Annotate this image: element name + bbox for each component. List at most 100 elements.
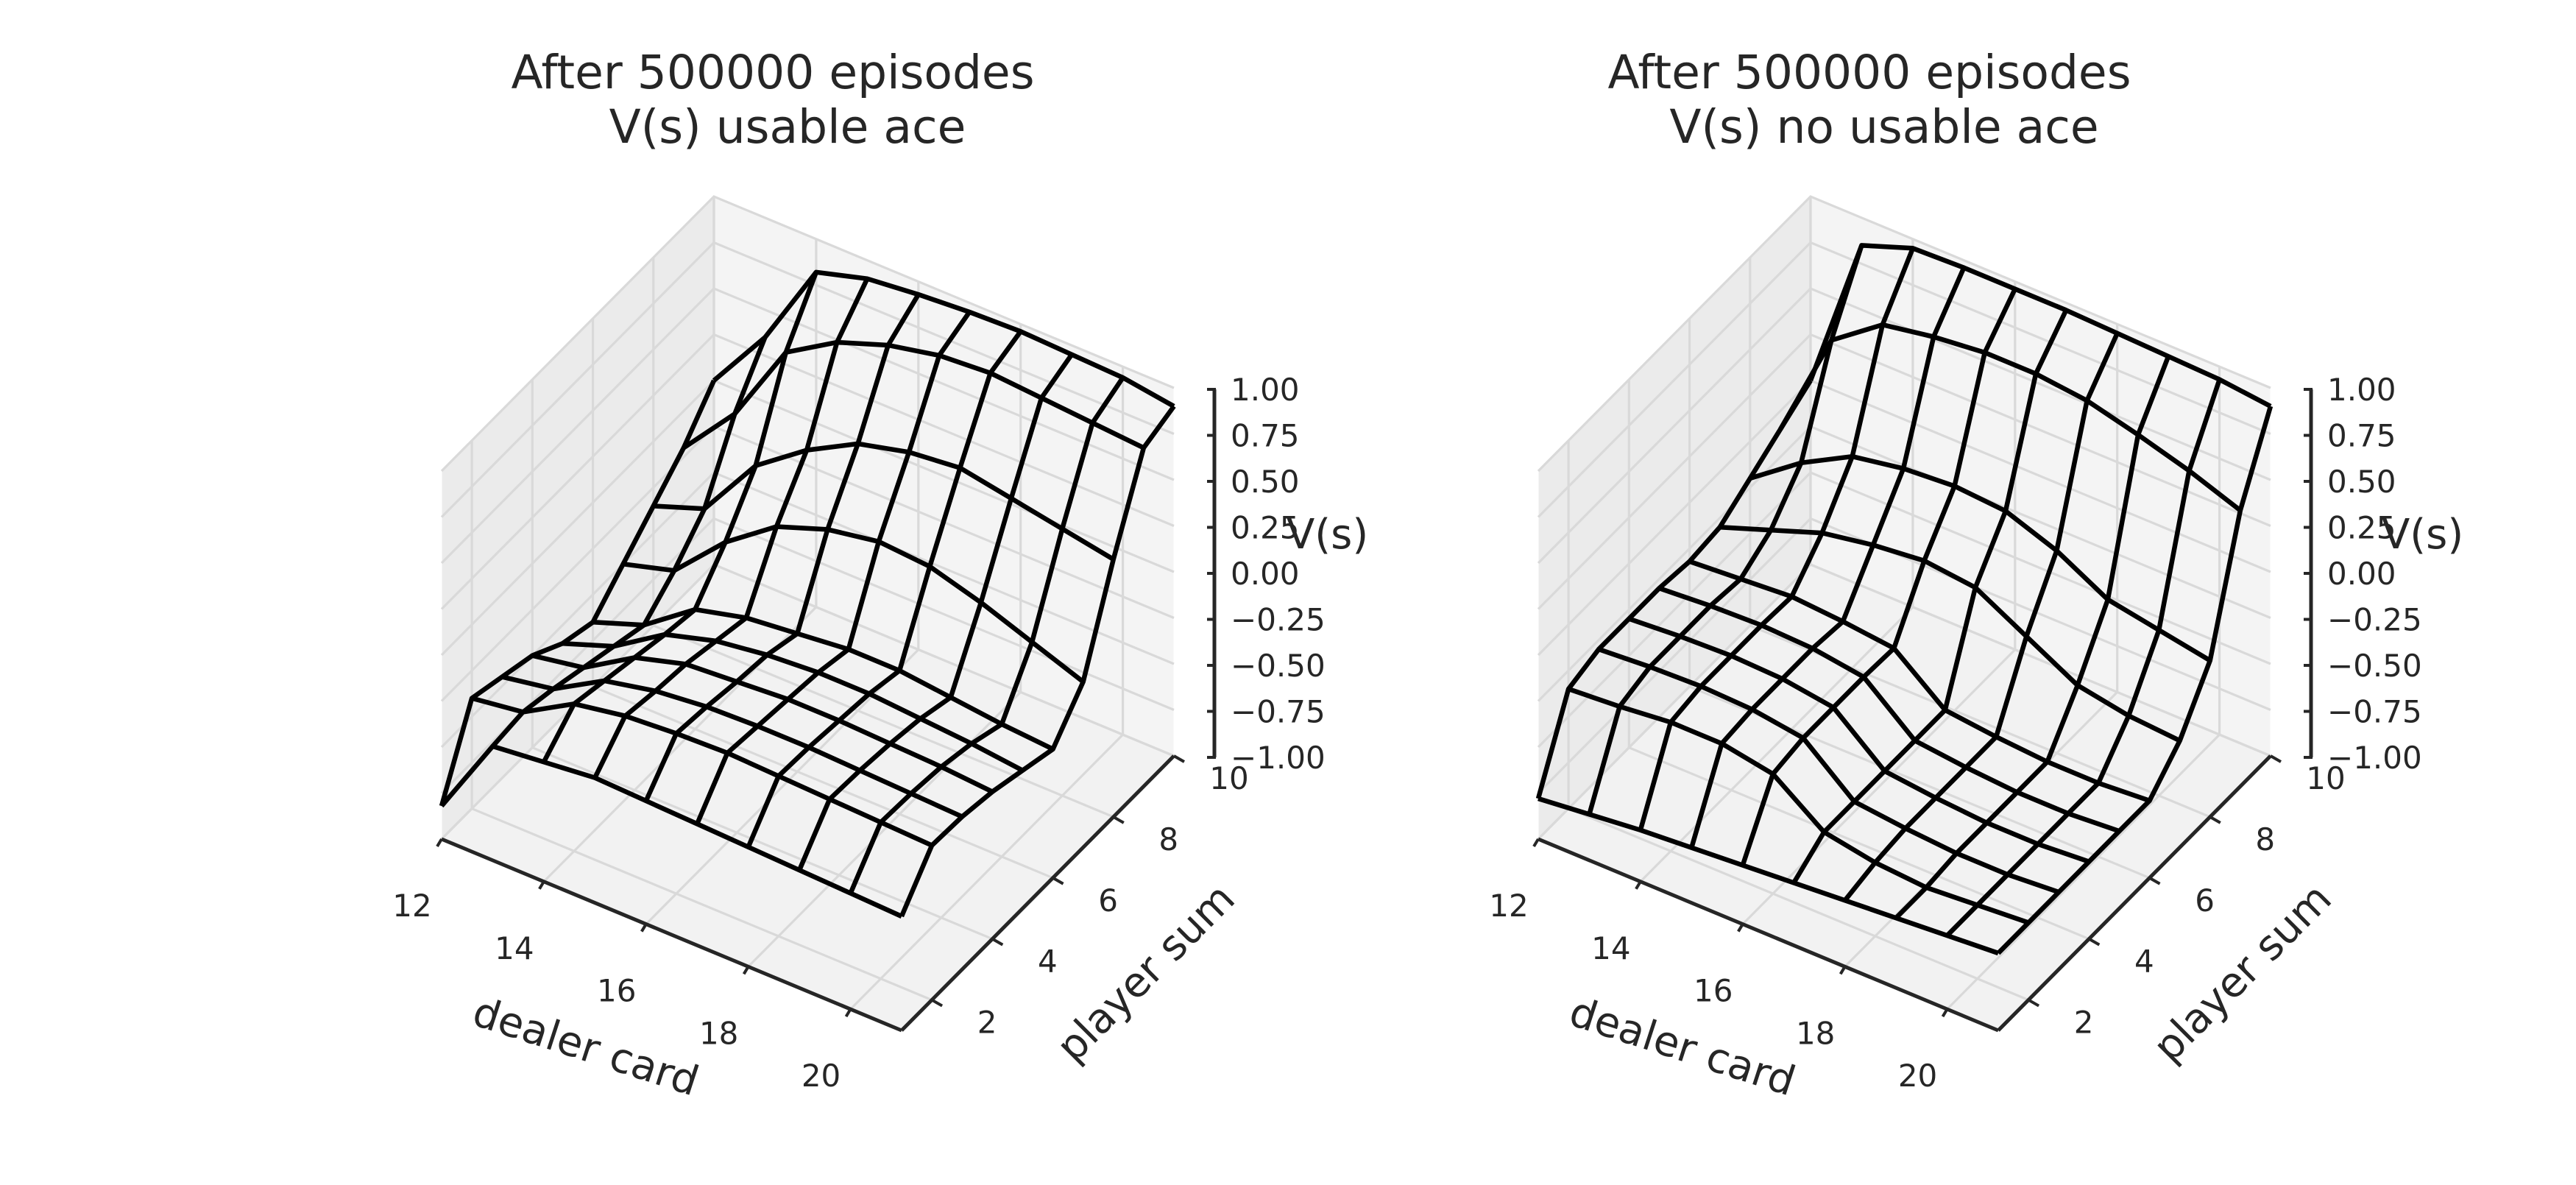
x-tick-mark bbox=[1941, 1008, 1949, 1018]
z-tick-label: −0.75 bbox=[2327, 694, 2422, 730]
wire-row bbox=[1658, 586, 2120, 834]
y-tick-mark bbox=[2209, 816, 2221, 824]
wire-row bbox=[682, 339, 1145, 450]
y-tick-label: 8 bbox=[2255, 821, 2275, 857]
wire-column bbox=[1894, 356, 2171, 920]
wireframe-surface bbox=[1535, 243, 2274, 956]
z-gridline bbox=[1537, 471, 2271, 749]
y-tick-mark bbox=[991, 937, 1004, 947]
x-axis-line bbox=[441, 837, 902, 1033]
wire-column bbox=[490, 336, 768, 749]
wire-row bbox=[501, 674, 963, 819]
z-tick-label: −0.25 bbox=[2327, 602, 2422, 638]
chart-title-line-1: After 500000 episodes bbox=[511, 46, 1034, 99]
y-tick-mark bbox=[931, 998, 944, 1008]
z-gridline bbox=[1537, 195, 2271, 473]
z-tick-label: −0.50 bbox=[1231, 648, 1326, 684]
wire-column bbox=[1791, 309, 2069, 885]
x-tick-label: 18 bbox=[699, 1015, 738, 1051]
y-tick-label: 10 bbox=[2306, 760, 2345, 796]
wire-column bbox=[1740, 288, 2017, 866]
x-tick-mark bbox=[1635, 880, 1642, 890]
y-tick-mark bbox=[1173, 754, 1185, 763]
y-tick-mark bbox=[2270, 754, 2282, 763]
z-tick-label: 1.00 bbox=[2327, 372, 2396, 408]
wire-column bbox=[899, 405, 1176, 918]
wire-column bbox=[797, 353, 1074, 871]
x-tick-mark bbox=[742, 966, 750, 975]
z-gridline bbox=[1537, 517, 2271, 794]
y-tick-mark bbox=[2088, 937, 2101, 947]
wire-column bbox=[1535, 379, 1813, 799]
x-axis-line bbox=[1538, 837, 1999, 1033]
z-tick-label: −1.00 bbox=[2327, 740, 2422, 776]
y-tick-mark bbox=[1052, 877, 1064, 885]
y-tick-label: 6 bbox=[1098, 882, 1118, 919]
x-tick-mark bbox=[538, 880, 545, 890]
tick-labels: 12 14 16 18 20 2 4 6 8 10 1.00 0.75 0.50 0.25 0.00 −0.2… bbox=[392, 372, 1325, 1094]
wire-row bbox=[439, 743, 903, 919]
wire-column bbox=[848, 376, 1125, 894]
x-tick-label: 16 bbox=[1694, 973, 1733, 1009]
z-tick-label: 1.00 bbox=[1231, 372, 1300, 408]
wire-row bbox=[1598, 647, 2060, 895]
z-tick-label: 0.50 bbox=[2327, 464, 2396, 500]
wire-row bbox=[1538, 796, 2000, 956]
x-tick-mark bbox=[1737, 923, 1744, 933]
wire-row bbox=[1808, 243, 2272, 408]
y-tick-mark bbox=[1112, 816, 1125, 824]
wire-row bbox=[712, 269, 1175, 408]
wire-column bbox=[643, 293, 921, 802]
z-tick-label: 0.50 bbox=[1231, 464, 1300, 500]
y-tick-label: 8 bbox=[1158, 821, 1178, 857]
wire-column bbox=[1638, 247, 1915, 831]
wire-row bbox=[1778, 322, 2242, 512]
y-tick-label: 10 bbox=[1209, 760, 1248, 796]
z-tick-label: −1.00 bbox=[1231, 740, 1326, 776]
wire-row bbox=[623, 524, 1085, 684]
wire-row bbox=[562, 632, 1024, 773]
wire-row bbox=[1719, 525, 2182, 743]
x-tick-label: 20 bbox=[1898, 1058, 1937, 1094]
z-gridline bbox=[440, 517, 1175, 794]
z-tick-label: −0.75 bbox=[1231, 694, 1326, 730]
wire-column bbox=[1587, 244, 1864, 816]
y-tick-label: 2 bbox=[2074, 1005, 2094, 1041]
y-tick-label: 2 bbox=[977, 1005, 997, 1041]
x-tick-label: 14 bbox=[495, 930, 534, 966]
z-gridline bbox=[1537, 287, 2271, 565]
y-tick-label: 4 bbox=[1038, 944, 1058, 980]
z-axis-label: V(s) bbox=[1287, 511, 1368, 559]
z-gridline bbox=[1537, 241, 2271, 518]
z-gridline bbox=[440, 287, 1175, 565]
z-gridline bbox=[1537, 563, 2271, 841]
x-tick-mark bbox=[640, 923, 648, 933]
x-tick-label: 14 bbox=[1591, 930, 1630, 966]
y-tick-mark bbox=[2148, 877, 2161, 885]
x-tick-mark bbox=[1839, 966, 1847, 975]
chart-title-line-1: After 500000 episodes bbox=[1607, 46, 2131, 99]
z-tick-label: 0.75 bbox=[1231, 418, 1300, 454]
z-tick-label: −0.25 bbox=[1231, 602, 1326, 638]
wire-row bbox=[471, 696, 933, 848]
z-axis-label: V(s) bbox=[2382, 511, 2463, 559]
wire-row bbox=[1688, 559, 2151, 803]
z-tick-label: 0.00 bbox=[2327, 556, 2396, 592]
y-tick-mark bbox=[2028, 998, 2040, 1008]
z-tick-label: 0.25 bbox=[1231, 510, 1300, 546]
wire-row bbox=[1568, 687, 2030, 925]
wire-column bbox=[746, 330, 1023, 849]
wire-column bbox=[542, 271, 818, 763]
panel-no-usable-ace: After 500000 episodes V(s) no usable ace… bbox=[1489, 46, 2463, 1106]
z-tick-label: −0.50 bbox=[2327, 648, 2422, 684]
z-gridline bbox=[440, 241, 1175, 518]
wire-row bbox=[531, 653, 994, 794]
wire-column bbox=[1996, 406, 2274, 955]
wire-column bbox=[1689, 266, 1967, 849]
x-tick-mark bbox=[1532, 838, 1540, 848]
x-tick-label: 12 bbox=[392, 888, 431, 924]
y-axis-line bbox=[1997, 754, 2272, 1032]
wire-row bbox=[1749, 453, 2212, 663]
wire-column bbox=[1945, 378, 2222, 938]
